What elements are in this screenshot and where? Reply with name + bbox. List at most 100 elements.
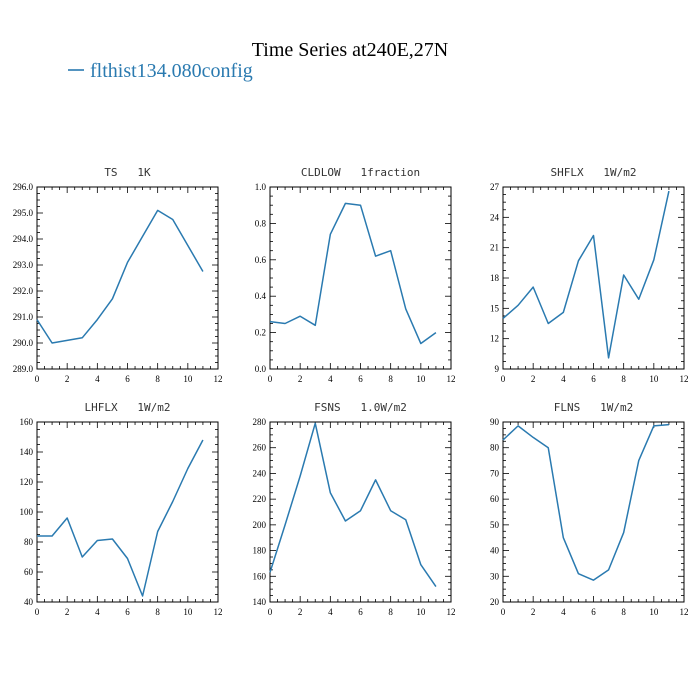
y-tick-label: 292.0 [13,286,34,296]
y-tick-label: 220 [253,494,267,504]
y-tick-label: 80 [24,537,34,547]
series-line [37,439,204,597]
x-tick-label: 8 [388,374,393,384]
chart-panel-4: LHFLX 1W/m2 0 2 4 6 8 10 12 40 60 80 100 120 140 160 [20,401,223,617]
y-tick-label: 0.0 [255,364,267,374]
y-tick-label: 24 [490,212,500,222]
panel-title: SHFLX 1W/m2 [550,166,636,179]
x-tick-label: 12 [680,374,689,384]
x-tick-label: 12 [214,374,223,384]
y-tick-label: 290.0 [13,338,34,348]
y-tick-label: 100 [20,507,34,517]
y-tick-label: 0.8 [255,218,267,228]
x-tick-label: 6 [358,607,363,617]
series-line [502,423,669,581]
x-tick-label: 6 [125,607,130,617]
y-tick-label: 200 [253,520,267,530]
y-tick-label: 9 [495,364,500,374]
y-tick-label: 40 [490,546,500,556]
x-tick-label: 4 [328,607,333,617]
chart-panels: TS 1K0 2 4 6 8 10 12289.0290.0291.0292.0293.02… [13,166,689,617]
x-tick-label: 4 [328,374,333,384]
y-tick-label: 0.4 [255,291,267,301]
x-tick-label: 2 [298,607,303,617]
series-line [502,190,670,359]
y-tick-label: 70 [490,468,500,478]
x-tick-label: 10 [416,607,426,617]
x-tick-label: 4 [95,374,100,384]
x-tick-label: 6 [591,374,596,384]
x-tick-label: 8 [621,374,626,384]
x-tick-label: 8 [155,374,160,384]
y-tick-label: 160 [253,571,267,581]
panel-title: TS 1K [104,166,151,179]
y-tick-label: 90 [490,417,500,427]
x-tick-label: 8 [621,607,626,617]
y-tick-label: 289.0 [13,364,34,374]
x-tick-label: 12 [447,374,456,384]
series-line [36,209,204,344]
x-tick-label: 2 [298,374,303,384]
y-tick-label: 30 [490,571,500,581]
chart-panel-2: CLDLOW 1fraction 0 2 4 6 8 10 12 0.0 0.2 0.4 0.6 0.8… [255,166,456,384]
x-tick-label: 10 [416,374,426,384]
series-line [269,422,437,587]
y-tick-label: 240 [253,468,267,478]
x-tick-label: 4 [561,607,566,617]
plot-frame [502,186,685,370]
x-tick-label: 12 [214,607,223,617]
x-tick-label: 10 [649,607,659,617]
figure-title: Time Series at240E,27N [252,39,448,61]
panel-title: FLNS 1W/m2 [554,401,633,414]
panel-title: FSNS 1.0W/m2 [314,401,407,414]
x-tick-label: 10 [183,607,193,617]
x-tick-label: 0 [268,374,273,384]
y-tick-label: 293.0 [13,260,34,270]
chart-panel-1: TS 1K 0 2 4 6 8 10 12 289.0 290.0 291.0 292.0 293.0 2… [13,166,223,384]
panel-title: LHFLX 1W/m2 [84,401,170,414]
chart-panel-5: FSNS 1.0W/m2 0 2 4 6 8 10 12 140 160 180 200 220 240 2… [253,401,456,617]
x-tick-label: 2 [531,374,536,384]
x-tick-label: 2 [65,374,70,384]
y-tick-label: 296.0 [13,182,34,192]
y-tick-label: 1.0 [255,182,267,192]
x-tick-label: 0 [501,607,506,617]
y-tick-label: 60 [24,567,34,577]
plot-frame [269,421,452,603]
x-tick-label: 6 [358,374,363,384]
x-tick-label: 12 [447,607,456,617]
y-tick-label: 294.0 [13,234,34,244]
x-tick-label: 10 [183,374,193,384]
y-tick-label: 12 [490,334,499,344]
y-tick-label: 140 [20,447,34,457]
series-line [269,202,437,345]
y-tick-label: 120 [20,477,34,487]
y-tick-label: 60 [490,494,500,504]
plot-frame [502,421,685,603]
y-tick-label: 140 [253,597,267,607]
chart-panel-6: FLNS 1W/m2 0 2 4 6 8 10 12 20 30 40 50 60 70 80 90 [490,401,689,617]
x-tick-label: 4 [561,374,566,384]
y-tick-label: 21 [490,243,499,253]
y-tick-label: 50 [490,520,500,530]
y-tick-label: 15 [490,303,500,313]
y-tick-label: 280 [253,417,267,427]
x-tick-label: 8 [155,607,160,617]
x-tick-label: 8 [388,607,393,617]
plot-frame [36,186,219,370]
y-tick-label: 0.6 [255,255,267,265]
x-tick-label: 2 [531,607,536,617]
y-tick-label: 291.0 [13,312,34,322]
y-tick-label: 18 [490,273,500,283]
x-tick-label: 6 [591,607,596,617]
y-tick-label: 260 [253,443,267,453]
legend-label: flthist134.080config [90,60,253,82]
x-tick-label: 10 [649,374,659,384]
y-tick-label: 20 [490,597,500,607]
y-tick-label: 295.0 [13,208,34,218]
x-tick-label: 2 [65,607,70,617]
y-tick-label: 27 [490,182,500,192]
y-tick-label: 80 [490,443,500,453]
